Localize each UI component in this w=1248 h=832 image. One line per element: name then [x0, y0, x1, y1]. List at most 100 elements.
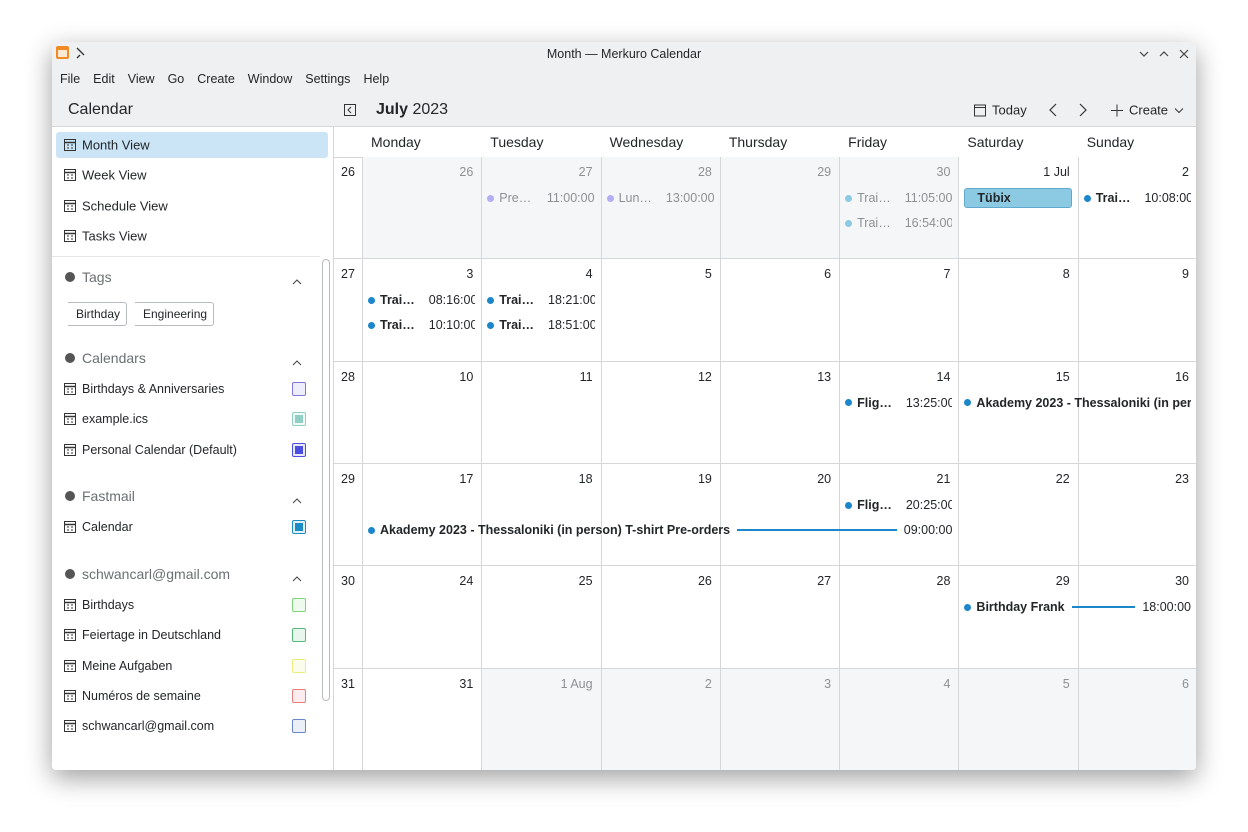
nav-arrows[interactable] — [1048, 103, 1088, 117]
day-cell[interactable]: 18 — [481, 464, 601, 567]
calendar-item[interactable]: Birthdays & Anniversaries — [82, 382, 225, 396]
day-cell[interactable]: 14 — [839, 361, 959, 464]
day-cell[interactable]: 6 — [719, 259, 840, 362]
event[interactable]: Flig… 13:25:00 — [845, 393, 952, 413]
menu-item[interactable]: Go — [167, 72, 185, 86]
section-header[interactable]: Tags — [82, 269, 112, 285]
day-cell[interactable]: 20 — [719, 464, 840, 567]
view-item[interactable]: Schedule View — [82, 198, 168, 214]
section-header[interactable]: Fastmail — [82, 488, 135, 504]
menu-item[interactable]: Help — [363, 72, 390, 86]
menu-item[interactable]: Settings — [305, 72, 351, 86]
day-cell[interactable]: 2 — [600, 668, 720, 770]
day-cell[interactable]: 4 — [481, 259, 601, 362]
event[interactable]: Trai… 10:10:00 — [368, 315, 475, 335]
day-cell[interactable]: 31 — [362, 668, 482, 770]
calendar-checkbox[interactable] — [292, 598, 306, 612]
event[interactable]: Trai… 18:51:00 — [487, 315, 595, 335]
calendar-item[interactable]: schwancarl@gmail.com — [82, 719, 215, 734]
day-cell[interactable]: 23 — [1077, 464, 1196, 567]
day-cell[interactable]: 2 — [1077, 157, 1196, 260]
day-cell[interactable]: 27 — [481, 157, 601, 260]
calendar-checkbox[interactable] — [292, 628, 306, 643]
today-button[interactable]: Today — [974, 103, 1027, 118]
day-cell[interactable]: 1 Aug — [481, 668, 601, 770]
calendar-checkbox[interactable] — [292, 520, 306, 534]
create-button[interactable]: Create — [1111, 103, 1184, 118]
event[interactable]: Trai… 16:54:00 — [845, 213, 952, 233]
calendar-item[interactable]: Calendar — [82, 520, 133, 534]
day-cell[interactable]: 29 — [719, 157, 840, 260]
event[interactable]: Trai… 18:21:00 — [487, 290, 595, 310]
tag-chip[interactable]: Engineering — [135, 302, 215, 326]
calendar-item[interactable]: Meine Aufgaben — [82, 658, 173, 673]
event[interactable]: Trai… 08:16:00 — [368, 290, 475, 310]
day-cell[interactable]: 19 — [600, 464, 720, 567]
day-cell[interactable]: 8 — [958, 259, 1078, 362]
day-cell[interactable]: 15 — [958, 361, 1078, 464]
event[interactable]: Pre… 11:00:00 — [487, 188, 595, 208]
menu-item[interactable]: Window — [247, 72, 293, 86]
view-item[interactable]: Tasks View — [82, 228, 147, 244]
day-cell[interactable]: 1 Jul — [958, 157, 1078, 260]
calendar-checkbox[interactable] — [292, 719, 306, 734]
menu-item[interactable]: File — [60, 72, 81, 86]
event[interactable]: Tübix — [964, 188, 1072, 208]
menu-item[interactable]: Edit — [93, 72, 115, 86]
event[interactable]: Akademy 2023 - Thessaloniki (in person) … — [368, 520, 952, 540]
calendar-item[interactable]: example.ics — [82, 412, 148, 427]
day-cell[interactable]: 26 — [362, 157, 482, 260]
day-cell[interactable]: 7 — [839, 259, 959, 362]
section-header[interactable]: schwancarl@gmail.com — [82, 566, 231, 582]
day-cell[interactable]: 4 — [839, 668, 959, 770]
day-cell[interactable]: 5 — [600, 259, 720, 362]
calendar-checkbox[interactable] — [292, 382, 306, 396]
collapse-chevron[interactable] — [292, 354, 302, 369]
event[interactable]: Lun… 13:00:00 — [606, 188, 714, 208]
menu-item[interactable]: View — [127, 72, 155, 86]
calendar-item[interactable]: Birthdays — [82, 598, 135, 612]
collapse-chevron[interactable] — [292, 492, 302, 507]
day-cell[interactable]: 17 — [362, 464, 482, 567]
day-cell[interactable]: 11 — [481, 361, 601, 464]
view-item[interactable]: Week View — [82, 167, 147, 183]
calendar-item[interactable]: Feiertage in Deutschland — [82, 628, 221, 643]
collapse-chevron[interactable] — [292, 570, 302, 585]
calendar-checkbox[interactable] — [292, 688, 306, 703]
day-cell[interactable]: 28 — [839, 566, 959, 669]
sidebar-toggle[interactable] — [344, 104, 356, 116]
day-cell[interactable]: 25 — [481, 566, 601, 669]
day-cell[interactable]: 29 — [958, 566, 1078, 669]
calendar-checkbox[interactable] — [292, 412, 306, 427]
event[interactable]: Flig… 20:25:00 — [845, 495, 952, 515]
day-cell[interactable]: 28 — [600, 157, 720, 260]
event[interactable]: Birthday Frank 18:00:00 — [964, 597, 1191, 617]
view-item[interactable]: Month View — [82, 137, 150, 153]
day-cell[interactable]: 10 — [362, 361, 482, 464]
day-cell[interactable]: 6 — [1077, 668, 1196, 770]
day-cell[interactable]: 26 — [600, 566, 720, 669]
collapse-chevron[interactable] — [292, 273, 302, 288]
event[interactable]: Akademy 2023 - Thessaloniki (in pers — [964, 393, 1191, 413]
calendar-checkbox[interactable] — [292, 658, 306, 673]
day-cell[interactable]: 30 — [1077, 566, 1196, 669]
event[interactable]: Trai… 10:08:00 — [1083, 188, 1191, 208]
day-cell[interactable]: 9 — [1077, 259, 1196, 362]
day-cell[interactable]: 3 — [719, 668, 840, 770]
tag-chip[interactable]: Birthday — [68, 302, 128, 326]
day-cell[interactable]: 16 — [1077, 361, 1196, 464]
event[interactable]: Trai… 11:05:00 — [845, 188, 952, 208]
day-cell[interactable]: 24 — [362, 566, 482, 669]
day-cell[interactable]: 21 — [839, 464, 959, 567]
calendar-item[interactable]: Personal Calendar (Default) — [82, 442, 237, 457]
day-cell[interactable]: 30 — [839, 157, 959, 260]
day-cell[interactable]: 3 — [362, 259, 482, 362]
day-cell[interactable]: 22 — [958, 464, 1078, 567]
day-cell[interactable]: 5 — [958, 668, 1078, 770]
menu-item[interactable]: Create — [197, 72, 235, 86]
calendar-item[interactable]: Numéros de semaine — [82, 688, 201, 703]
window-controls[interactable] — [1136, 48, 1192, 60]
calendar-checkbox[interactable] — [292, 442, 306, 457]
day-cell[interactable]: 12 — [600, 361, 720, 464]
day-cell[interactable]: 13 — [719, 361, 840, 464]
